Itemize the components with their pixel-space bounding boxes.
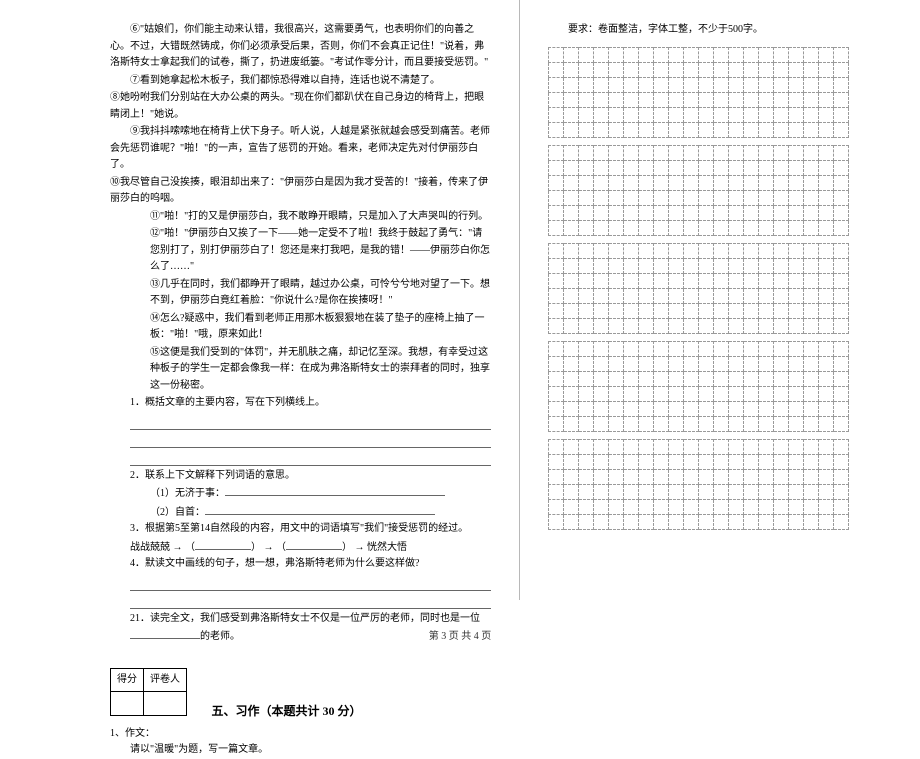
q1-blank-2 (130, 432, 491, 448)
q4-blank-2 (130, 593, 491, 609)
q2b-blank (205, 503, 435, 515)
q21-a: 21．读完全文，我们感受到弗洛斯特女士不仅是一位严厉的老师，同时也是一位 (130, 613, 480, 624)
q21-row: 21．读完全文，我们感受到弗洛斯特女士不仅是一位严厉的老师，同时也是一位 (110, 611, 491, 628)
score-cell-1 (111, 692, 144, 716)
q3-blank-2 (286, 538, 342, 550)
q3-flow: 战战兢兢 → （ ） → （ ） → 恍然大悟 (110, 538, 491, 557)
para-12: ⑫"啪！"伊丽莎白又挨了一下——她一定受不了啦！我终于鼓起了勇气："请您别打了，… (110, 226, 491, 276)
para-10: ⑩我尽管自己没挨揍，眼泪却出来了："伊丽莎白是因为我才受苦的！"接着，传来了伊丽… (110, 175, 491, 208)
q1-blank-3 (130, 450, 491, 466)
para-7: ⑦看到她拿起松木板子，我们都惊恐得难以自持，连话也说不清楚了。 (110, 73, 491, 90)
q2b-row: （2）自首： (110, 503, 491, 522)
left-column: ⑥"姑娘们，你们能主动来认错，我很高兴，这需要勇气，也表明你们的向善之心。不过，… (110, 22, 491, 759)
writing-grid-block (548, 145, 849, 236)
para-8: ⑧她吩咐我们分别站在大办公桌的两头。"现在你们都趴伏在自己身边的椅背上，把眼睛闭… (110, 90, 491, 123)
q3-flow-b: ） → （ (251, 542, 286, 553)
score-header-1: 得分 (111, 668, 144, 692)
score-header-2: 评卷人 (144, 668, 187, 692)
column-divider (519, 0, 520, 600)
writing-grid-block (548, 47, 849, 138)
q1-blank-1 (130, 414, 491, 430)
para-15: ⑮这便是我们受到的"体罚"，并无肌肤之痛，却记忆至深。我想，有幸受过这种板子的学… (110, 345, 491, 395)
q1-label: 1．概括文章的主要内容，写在下列横线上。 (110, 395, 491, 412)
para-13: ⑬几乎在同时，我们都睁开了眼睛，越过办公桌，可怜兮兮地对望了一下。想不到，伊丽莎… (110, 277, 491, 310)
zw-2: 请以"温暖"为题，写一篇文章。 (110, 742, 491, 759)
writing-grid-block (548, 243, 849, 334)
q3-flow-a: 战战兢兢 → （ (130, 542, 195, 553)
writing-grid-block (548, 439, 849, 530)
zw-1: 1、作文： (110, 726, 491, 743)
para-9: ⑨我抖抖嗦嗦地在椅背上伏下身子。听人说，人越是紧张就越会感受到痛苦。老师会先惩罚… (110, 124, 491, 174)
q4-label: 4．默读文中画线的句子，想一想，弗洛斯特老师为什么要这样做? (110, 556, 491, 573)
para-11: ⑪"啪！"打的又是伊丽莎白，我不敢睁开眼睛，只是加入了大声哭叫的行列。 (110, 209, 491, 226)
para-6: ⑥"姑娘们，你们能主动来认错，我很高兴，这需要勇气，也表明你们的向善之心。不过，… (110, 22, 491, 72)
para-14: ⑭怎么?疑惑中，我们看到老师正用那木板狠狠地在装了垫子的座椅上抽了一板："啪！"… (110, 311, 491, 344)
section-5-title: 五、习作（本题共计 30 分） (212, 702, 362, 722)
q2-label: 2．联系上下文解释下列词语的意思。 (110, 468, 491, 485)
score-cell-2 (144, 692, 187, 716)
score-section-row: 得分 评卷人 五、习作（本题共计 30 分） (110, 656, 491, 722)
page-footer: 第 3 页 共 4 页 (0, 627, 920, 642)
q2a-blank (225, 484, 445, 496)
q2a-label: （1）无济于事： (150, 488, 225, 499)
q3-flow-c: ） → 恍然大悟 (342, 542, 407, 553)
essay-req: 要求：卷面整洁，字体工整，不少于500字。 (548, 22, 872, 39)
right-column: 要求：卷面整洁，字体工整，不少于500字。 (548, 22, 872, 759)
writing-grid-wrap (548, 47, 872, 530)
q2a-row: （1）无济于事： (110, 484, 491, 503)
q4-blank-1 (130, 575, 491, 591)
q3-blank-1 (195, 538, 251, 550)
q3-label: 3．根据第5至第14自然段的内容，用文中的词语填写"我们"接受惩罚的经过。 (110, 521, 491, 538)
q2b-label: （2）自首： (150, 507, 205, 518)
score-table: 得分 评卷人 (110, 668, 187, 716)
writing-grid-block (548, 341, 849, 432)
